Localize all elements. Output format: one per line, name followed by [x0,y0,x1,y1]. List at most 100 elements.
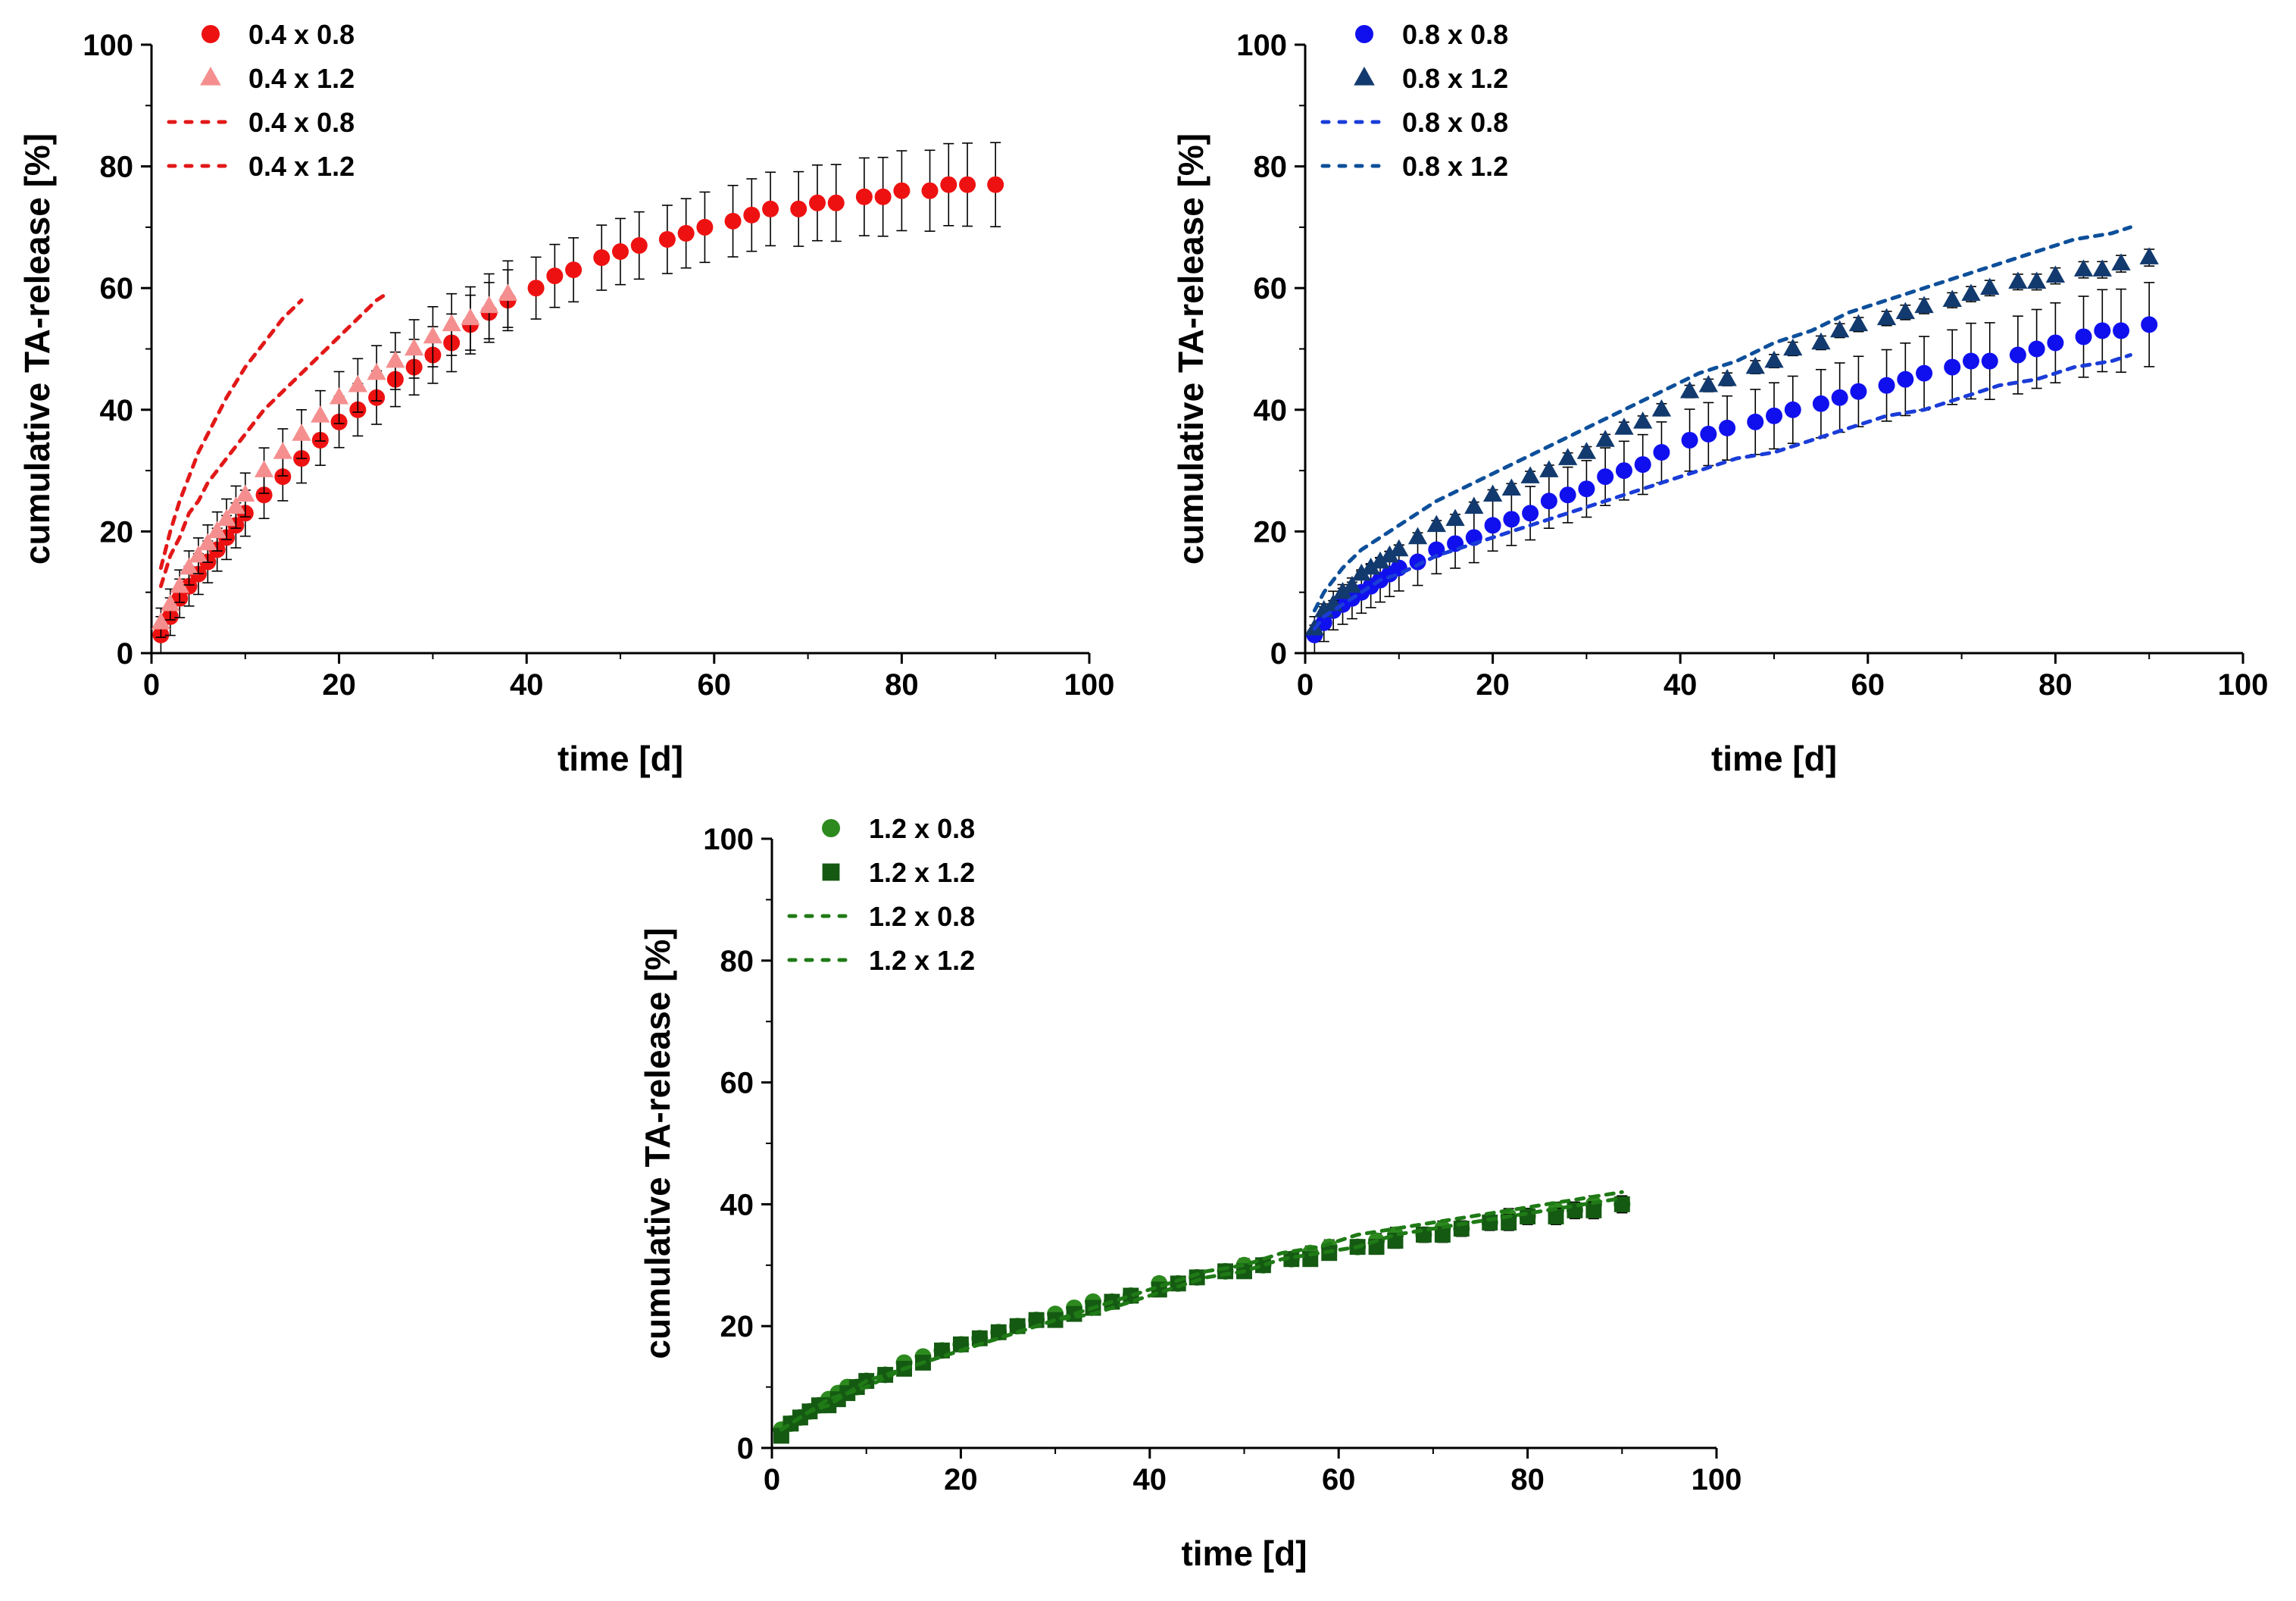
data-point [1980,277,2000,295]
data-point [527,280,545,297]
y-tick-label: 100 [703,823,754,856]
data-point [1370,551,1390,569]
legend-label: 0.8 x 0.8 [1402,19,1508,50]
data-point [612,243,629,261]
data-point [1379,545,1400,563]
data-point [386,350,405,368]
series-04x08-fit [158,298,304,571]
fit-line [158,298,304,571]
data-point [236,484,255,502]
data-point [1916,364,1933,382]
data-point [1784,401,1801,418]
data-point [1559,486,1576,504]
data-point [658,230,676,248]
legend-label: 1.2 x 0.8 [869,901,975,932]
data-point [367,362,386,380]
data-point [2008,271,2028,289]
data-point [1812,395,1829,412]
legend-label: 0.4 x 0.8 [248,107,355,138]
data-point [423,326,443,344]
data-point [1961,283,1981,302]
x-axis-label: time [d] [1711,739,1837,778]
chart-2: 0 20 40 60 80 100 0 20 40 60 80 100 time [d] cumulati… [1171,19,2268,778]
data-point [1717,368,1737,386]
data-point [565,261,583,279]
fit-line [158,292,388,589]
data-point [1615,462,1632,480]
data-point [1254,1257,1271,1274]
data-point [1354,67,1375,86]
data-point [1830,320,1850,338]
data-point [254,460,274,477]
data-point [1355,25,1373,43]
data-point [790,200,808,217]
data-point [959,176,976,193]
data-point [1445,508,1465,527]
data-point [200,67,221,86]
legend: 1.2 x 0.8 1.2 x 1.2 1.2 x 0.8 1.2 x 1.2 [787,813,975,976]
legend-label: 1.2 x 1.2 [869,945,975,976]
data-point [1895,302,1915,320]
data-point [2092,259,2112,277]
x-tick-label: 60 [698,668,732,702]
data-point [822,863,840,881]
x-tick-label: 40 [1133,1463,1167,1496]
series-08x12 [1304,247,2159,636]
data-point [1482,484,1503,502]
data-point [1361,557,1381,575]
x-tick-label: 0 [1297,668,1314,702]
y-tick-label: 80 [720,945,754,978]
data-point [762,200,779,217]
data-point [1850,383,1867,400]
series-12x12-fit [779,1196,1624,1432]
data-point [189,545,208,563]
data-point [743,206,761,224]
data-point [480,295,499,314]
data-point [1484,517,1501,534]
y-tick-label: 20 [720,1310,754,1343]
y-tick-label: 40 [720,1188,754,1221]
data-point [1876,308,1897,326]
data-point [1501,478,1522,496]
data-point [1595,430,1615,447]
data-point [1389,539,1409,557]
x-tick-label: 0 [143,668,160,702]
y-tick-label: 80 [1254,151,1288,184]
fit-line [1312,225,2132,613]
y-tick-label: 60 [720,1067,754,1100]
data-point [179,557,199,575]
data-point [2075,328,2092,346]
y-tick-label: 80 [100,151,134,184]
data-point [773,1427,789,1444]
series-04x12-fit [158,292,388,589]
data-point [855,188,873,205]
y-tick-label: 100 [83,29,133,62]
series-04x08 [152,142,1004,654]
data-point [1897,371,1914,388]
legend-label: 0.4 x 1.2 [248,151,355,182]
chart-1: 0 20 40 60 80 100 0 20 40 60 80 100 time [d] cumulati… [17,19,1114,778]
data-point [593,249,611,267]
y-axis-label: cumulative TA-release [%] [1171,133,1210,564]
data-point [822,819,840,837]
data-point [1315,614,1332,631]
x-axis-label: time [d] [558,739,683,778]
legend-label: 0.4 x 0.8 [248,19,355,50]
data-point [1944,358,1961,376]
y-tick-label: 60 [1254,272,1288,305]
data-point [404,338,424,356]
data-point [2113,322,2130,339]
y-tick-label: 20 [1254,515,1288,549]
data-point [1633,411,1653,429]
data-point [1679,380,1700,399]
data-point [1428,541,1445,558]
data-point [1217,1263,1234,1280]
x-tick-label: 60 [1322,1463,1356,1496]
series-12x08 [773,1195,1631,1438]
data-point [1342,575,1362,593]
data-point [255,486,273,504]
data-point [1522,505,1539,522]
data-point [1539,460,1559,477]
data-point [827,194,845,211]
